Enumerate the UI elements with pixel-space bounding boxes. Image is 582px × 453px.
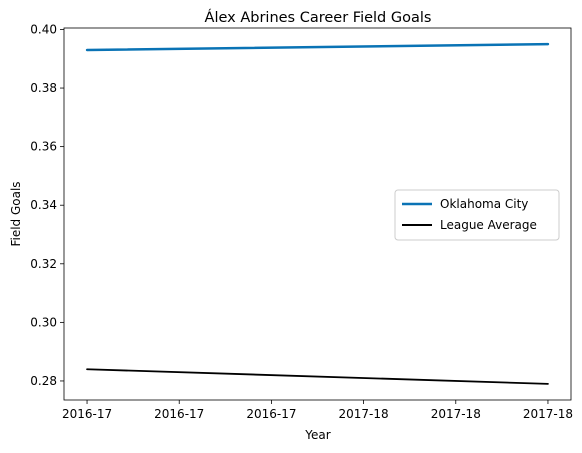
- x-axis-label: Year: [304, 428, 330, 442]
- x-tick-label: 2016-17: [154, 407, 204, 421]
- x-axis: 2016-17 2016-17 2016-17 2017-18 2017-18 2017-…: [62, 400, 573, 421]
- y-tick-label: 0.34: [30, 198, 57, 212]
- series-line-league-average: [86, 368, 549, 385]
- legend-label-league-average: League Average: [440, 218, 537, 232]
- x-tick-label: 2017-18: [523, 407, 573, 421]
- plot-frame: [63, 27, 572, 401]
- x-tick-label: 2016-17: [246, 407, 296, 421]
- y-tick-label: 0.30: [30, 315, 57, 329]
- legend-box: [394, 189, 560, 241]
- x-tick-label: 2017-18: [431, 407, 481, 421]
- chart-title: Álex Abrines Career Field Goals: [205, 9, 432, 26]
- y-tick-label: 0.36: [30, 140, 57, 154]
- legend: Oklahoma City League Average: [394, 189, 560, 241]
- y-axis-label: Field Goals: [9, 181, 23, 246]
- y-tick-label: 0.28: [30, 374, 57, 388]
- y-tick-label: 0.38: [30, 81, 57, 95]
- x-tick-label: 2016-17: [62, 407, 112, 421]
- series-lines: [85, 42, 550, 385]
- y-axis: 0.28 0.30 0.32 0.34 0.36 0.38 0.40: [30, 22, 64, 388]
- y-tick-label: 0.32: [30, 257, 57, 271]
- x-tick-label: 2017-18: [339, 407, 389, 421]
- series-line-oklahoma-city: [85, 42, 550, 52]
- legend-label-oklahoma-city: Oklahoma City: [440, 197, 528, 211]
- y-tick-label: 0.40: [30, 22, 57, 36]
